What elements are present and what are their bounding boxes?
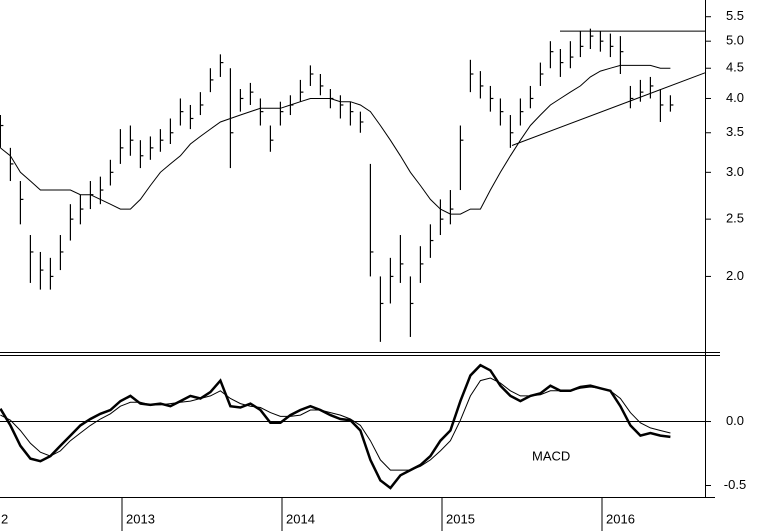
x-tick-label: 2 (1, 511, 8, 526)
x-tick-label: 2015 (446, 511, 475, 526)
x-tick-label: 2014 (286, 511, 315, 526)
macd-line (0, 363, 671, 490)
y-tick-label: 5.5 (726, 8, 744, 23)
annotation: MACD (532, 448, 570, 463)
x-tick-label: 2013 (126, 511, 155, 526)
trend-line (511, 72, 706, 146)
y-tick-label: -0.5 (724, 477, 746, 492)
y-tick-label: 3.5 (726, 124, 744, 139)
y-tick-label: 3.0 (726, 164, 744, 179)
y-tick-label: 4.5 (726, 60, 744, 75)
moving-average (0, 64, 671, 215)
y-tick-label: 4.0 (726, 90, 744, 105)
y-tick-label: 0.0 (726, 413, 744, 428)
x-tick-label: 2016 (606, 511, 635, 526)
y-tick-label: 2.0 (726, 268, 744, 283)
y-tick-label: 2.5 (726, 211, 744, 226)
y-tick-label: 5.0 (726, 33, 744, 48)
macd-line (0, 377, 671, 471)
